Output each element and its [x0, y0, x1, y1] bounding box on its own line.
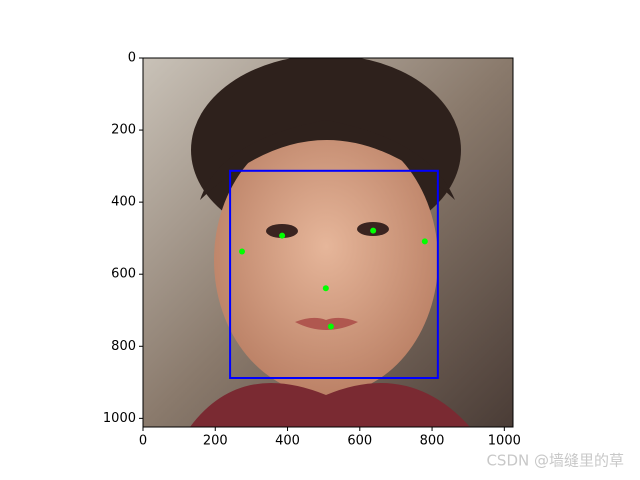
- x-tick-label: 0: [139, 434, 147, 449]
- y-tick-label: 200: [111, 123, 136, 138]
- x-tick-label: 1000: [488, 434, 521, 449]
- y-tick-label: 800: [111, 339, 136, 354]
- y-tick-label: 1000: [103, 411, 136, 426]
- x-tick-label: 200: [203, 434, 228, 449]
- keypoint: [239, 248, 246, 255]
- x-tick-label: 600: [347, 434, 372, 449]
- y-tick-label: 0: [128, 51, 136, 66]
- x-tick-label: 400: [275, 434, 300, 449]
- axes-frame: [142, 57, 514, 428]
- keypoint: [421, 238, 428, 245]
- watermark: CSDN @墙缝里的草: [486, 452, 624, 470]
- photo: [143, 58, 513, 427]
- keypoint: [370, 227, 377, 234]
- keypoint: [322, 285, 329, 292]
- keypoint: [279, 232, 286, 239]
- y-tick-label: 400: [111, 195, 136, 210]
- y-tick-label: 600: [111, 267, 136, 282]
- axes: [142, 57, 514, 428]
- face-box: [229, 169, 439, 379]
- x-tick-label: 800: [420, 434, 445, 449]
- keypoint: [327, 323, 334, 330]
